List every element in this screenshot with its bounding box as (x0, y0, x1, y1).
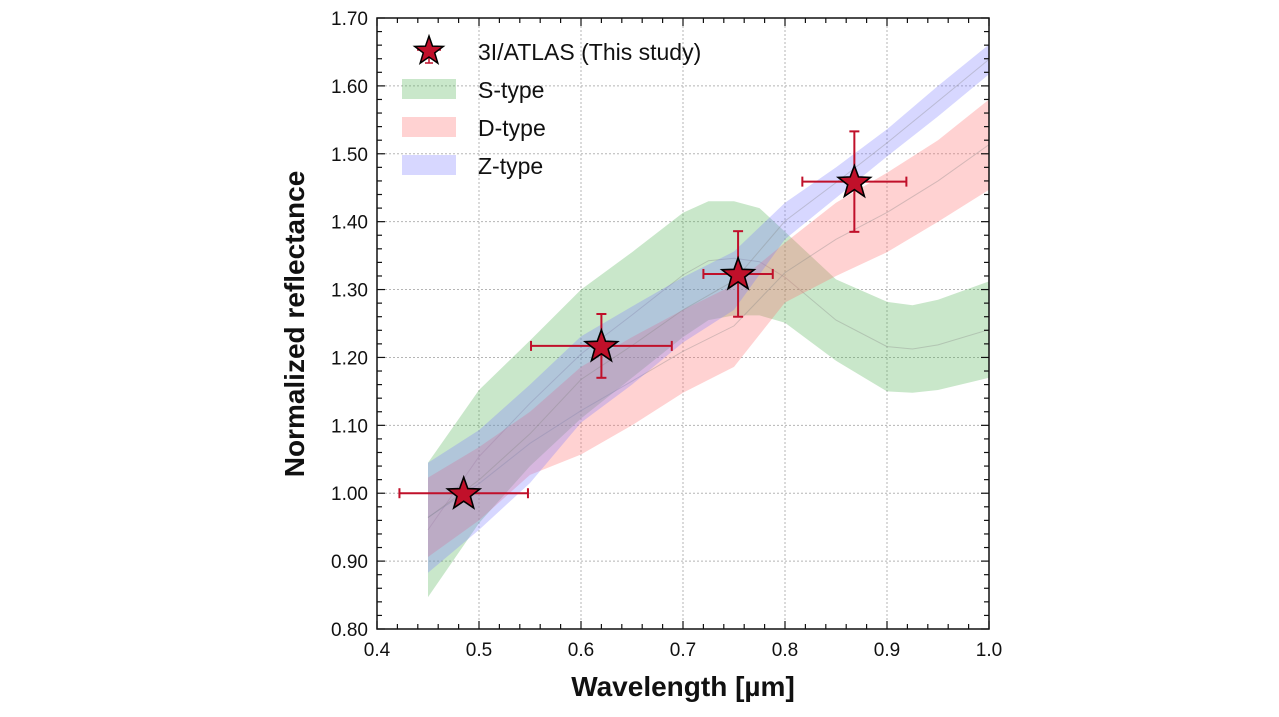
y-tick-label: 1.20 (331, 348, 368, 369)
y-tick-label: 0.90 (331, 552, 368, 573)
legend-swatch-d-type (402, 117, 456, 137)
axis-ticks (376, 17, 990, 630)
data-point (702, 230, 774, 318)
legend-swatch-s-type (402, 79, 456, 99)
legend-item-3i-atlas: 3I/ATLAS (This study) (412, 33, 701, 65)
star-marker (582, 327, 620, 363)
y-tick-label: 1.70 (331, 9, 368, 30)
legend-star-marker (412, 33, 446, 65)
x-tick-label: 0.9 (874, 640, 900, 661)
y-axis-title: Normalized reflectance (279, 171, 310, 478)
x-tick-label: 0.8 (772, 640, 798, 661)
legend-label-z-type: Z-type (478, 153, 543, 179)
x-tick-labels: 0.4 0.5 0.6 0.7 0.8 0.9 1.0 (364, 640, 1002, 661)
star-marker (835, 163, 873, 199)
legend-item-z-type: Z-type (402, 153, 543, 179)
legend-swatch-z-type (402, 155, 456, 175)
data-points (398, 130, 908, 510)
x-tick-label: 0.7 (670, 640, 696, 661)
x-tick-label: 1.0 (976, 640, 1002, 661)
legend-item-d-type: D-type (402, 115, 546, 141)
grid-lines (377, 18, 989, 629)
legend-label-s-type: S-type (478, 77, 544, 103)
axes-frame (376, 17, 990, 630)
y-tick-labels: 0.80 0.90 1.00 1.10 1.20 1.30 1.40 1.50 1.60 1.70 (331, 9, 368, 641)
band-median-d-type (427, 144, 989, 518)
band-median-s-type (427, 257, 989, 531)
y-tick-label: 1.10 (331, 416, 368, 437)
x-tick-label: 0.6 (568, 640, 594, 661)
band-median-z-type (427, 59, 989, 519)
legend-item-s-type: S-type (402, 77, 544, 103)
y-tick-label: 0.80 (331, 620, 368, 641)
legend-label-d-type: D-type (478, 115, 546, 141)
y-tick-label: 1.30 (331, 281, 368, 302)
legend: 3I/ATLAS (This study) S-type D-type Z-ty… (402, 33, 701, 179)
x-axis-title: Wavelength [µm] (571, 671, 795, 702)
legend-label-3i-atlas: 3I/ATLAS (This study) (478, 39, 701, 65)
y-tick-label: 1.60 (331, 77, 368, 98)
band-d-type (428, 99, 989, 557)
star-marker (719, 255, 757, 291)
data-point (530, 312, 673, 379)
data-point (801, 130, 908, 233)
x-tick-label: 0.4 (364, 640, 391, 661)
y-tick-label: 1.40 (331, 213, 368, 234)
star-marker (445, 474, 483, 510)
band-s-type (428, 201, 989, 598)
x-tick-label: 0.5 (466, 640, 492, 661)
y-tick-label: 1.50 (331, 145, 368, 166)
y-tick-label: 1.00 (331, 484, 368, 505)
data-point (398, 474, 529, 510)
legend-star-marker-icon (412, 33, 446, 65)
